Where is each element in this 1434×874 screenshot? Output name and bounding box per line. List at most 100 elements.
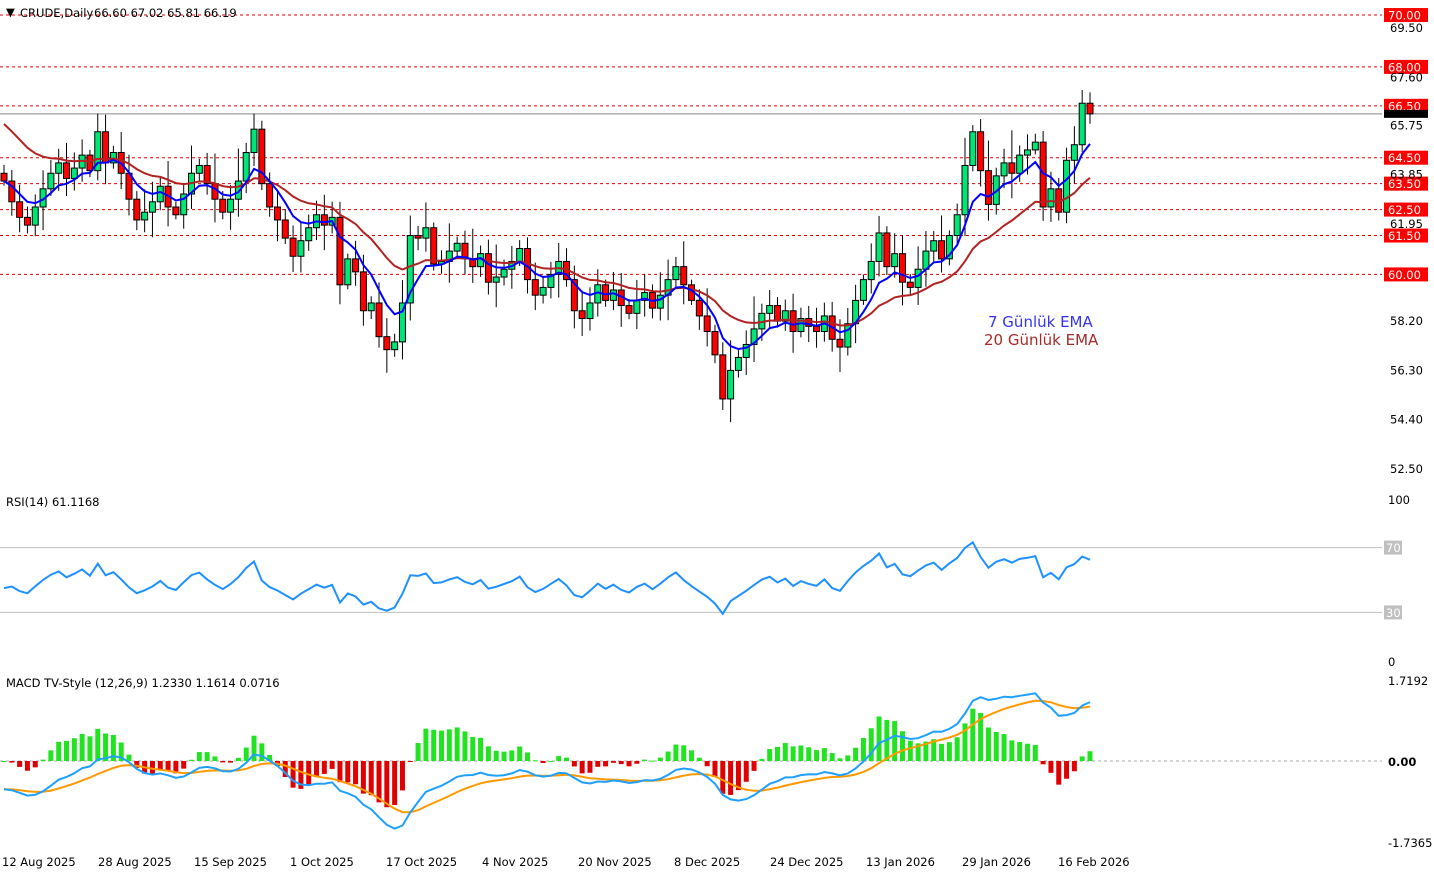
price-levels	[0, 14, 1382, 275]
macd-histogram-bar	[532, 760, 538, 762]
macd-histogram-bar	[40, 759, 46, 761]
macd-histogram-bar	[618, 761, 624, 765]
macd-histogram-bar	[759, 758, 765, 761]
macd-histogram-bar	[267, 755, 273, 761]
price-tick: 61.95	[1390, 217, 1423, 231]
candle-down	[219, 198, 227, 213]
macd-histogram-bar	[985, 727, 991, 761]
macd-histogram-bar	[524, 752, 530, 761]
macd-histogram-bar	[720, 761, 726, 794]
candle-down	[977, 131, 985, 172]
macd-histogram-bar	[978, 712, 984, 761]
candle-down	[984, 170, 992, 205]
macd-histogram-bar	[470, 736, 476, 761]
candle-down	[531, 279, 539, 296]
candle-up	[453, 242, 461, 252]
candle-up	[305, 227, 313, 242]
macd-histogram-bar	[704, 761, 710, 767]
candle-up	[1031, 141, 1039, 151]
candle-down	[414, 235, 422, 239]
candle-up	[1000, 162, 1008, 177]
candle-down	[63, 162, 71, 179]
candle-up	[797, 318, 805, 332]
macd-histogram-bar	[728, 761, 734, 795]
date-label: 29 Jan 2026	[962, 855, 1031, 869]
candle-up	[367, 302, 375, 312]
candle-up	[180, 193, 188, 216]
rsi-panel: 70 30	[0, 540, 1402, 620]
macd-histogram-bar	[548, 760, 554, 762]
macd-histogram-bar	[220, 761, 226, 763]
macd-histogram-bar	[24, 761, 30, 771]
candle-up	[945, 235, 953, 260]
level-label: 64.50	[1388, 151, 1421, 165]
macd-histogram-bar	[681, 745, 687, 761]
candle-up	[1023, 149, 1031, 156]
macd-histogram-bar	[946, 742, 952, 761]
level-badge	[1384, 98, 1428, 113]
macd-histogram-bar	[696, 757, 702, 761]
macd-histogram-bar	[259, 743, 265, 761]
candle-down	[836, 338, 844, 348]
macd-histogram-bar	[157, 761, 163, 770]
macd-histogram-bar	[1, 761, 7, 762]
candle-up	[94, 131, 102, 172]
time-axis[interactable]: 12 Aug 2025 28 Aug 2025 15 Sep 2025 1 Oct 2…	[2, 855, 1130, 869]
macd-histogram-bar	[837, 758, 843, 761]
candle-down	[1086, 102, 1094, 115]
candle-down	[883, 232, 891, 268]
macd-histogram-bar	[665, 751, 671, 761]
level-label: 62.50	[1388, 203, 1421, 217]
candle-up	[31, 206, 39, 226]
candle-down	[625, 305, 633, 314]
macd-histogram-bar	[673, 744, 679, 761]
macd-histogram-bar	[1001, 734, 1007, 761]
macd-histogram-bar	[439, 730, 445, 761]
candle-up	[547, 273, 555, 288]
macd-histogram-bar	[32, 761, 38, 768]
macd-histogram-bar	[376, 761, 382, 803]
price-axis[interactable]: 70.00 68.00 66.50 64.50 63.50 62.50 61.50 60.00…	[1384, 8, 1428, 476]
candle-up	[234, 180, 242, 200]
macd-histogram-bar	[189, 759, 195, 761]
rsi-min-label: 0	[1388, 655, 1395, 669]
level-badge	[1384, 176, 1428, 191]
macd-histogram-bar	[368, 761, 374, 796]
macd-histogram-bar	[899, 731, 905, 761]
candle-up	[141, 211, 149, 221]
macd-histogram-bar	[17, 761, 23, 767]
date-label: 17 Oct 2025	[386, 855, 457, 869]
level-badge	[1384, 59, 1428, 74]
candle-up	[1070, 144, 1078, 161]
macd-histogram-bar	[657, 757, 663, 761]
macd-histogram-bar	[603, 761, 609, 767]
macd-histogram-bar	[735, 761, 741, 791]
ema7-line	[3, 143, 1091, 351]
macd-histogram-bar	[649, 760, 655, 762]
ema-lines	[3, 123, 1091, 351]
macd-histogram-bar	[587, 761, 593, 773]
candle-up	[953, 214, 961, 237]
candle-up	[727, 369, 735, 400]
candle-up	[633, 299, 641, 314]
macd-histogram-bar	[1048, 761, 1054, 773]
macd-histogram-bar	[509, 750, 515, 761]
macd-histogram-bar	[329, 761, 335, 769]
macd-histogram-bar	[415, 743, 421, 761]
macd-histogram-bar	[235, 757, 241, 761]
collapse-arrow-icon[interactable]: ▼	[6, 5, 15, 19]
macd-histogram-bar	[298, 761, 304, 789]
candle-up	[391, 341, 399, 351]
price-tick: 63.85	[1390, 168, 1423, 182]
macd-histogram-bar	[454, 727, 460, 761]
macd-histogram-bar	[571, 761, 577, 767]
ema20-legend: 20 Günlük EMA	[984, 331, 1099, 349]
macd-histogram-bar	[689, 750, 695, 761]
macd-histogram-bar	[87, 736, 93, 761]
price-tick: 56.30	[1390, 363, 1423, 377]
price-tick: 58.20	[1390, 314, 1423, 328]
date-label: 1 Oct 2025	[290, 855, 354, 869]
candle-up	[539, 286, 547, 296]
macd-histogram-bar	[774, 746, 780, 761]
